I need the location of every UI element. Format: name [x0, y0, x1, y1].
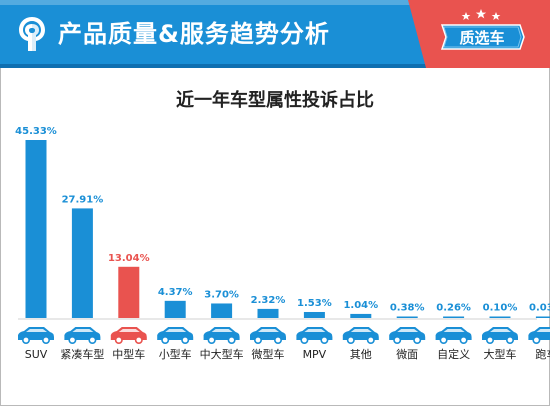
- bar-value-label: 4.37%: [158, 287, 193, 298]
- bar-value-label: 0.03%: [529, 303, 550, 314]
- bar-value-label: 1.53%: [297, 298, 332, 309]
- bar-value-label: 0.38%: [390, 303, 425, 314]
- header-title: 产品质量&服务趋势分析: [58, 20, 330, 48]
- sports-car-icon: [528, 327, 550, 344]
- x-tick-label: 小型车: [159, 347, 192, 361]
- bar: [350, 313, 372, 318]
- bar-value-label: 27.91%: [62, 194, 104, 205]
- header-bottom-line: [0, 64, 550, 68]
- bar: [303, 311, 325, 318]
- star-icon: [461, 9, 501, 20]
- mini-car-icon: [250, 327, 286, 344]
- suv-car-icon: [18, 327, 54, 344]
- large-car-icon: [482, 327, 518, 344]
- x-tick-label: 跑车: [535, 347, 550, 361]
- bar: [25, 140, 47, 318]
- bar: [443, 316, 465, 318]
- chart-title: 近一年车型属性投诉占比: [176, 90, 374, 111]
- minivan-icon: [389, 327, 426, 344]
- midsize-car-icon: [110, 327, 147, 344]
- x-tick-label: 自定义: [437, 347, 470, 361]
- other-car-icon: [342, 327, 379, 344]
- brand-badge: 质选车: [408, 0, 550, 68]
- bar: [118, 266, 140, 318]
- badge-label: 质选车: [459, 29, 505, 47]
- mpv-car-icon: [296, 327, 333, 344]
- bar: [489, 316, 511, 318]
- bar: [71, 208, 93, 318]
- x-tick-label: MPV: [303, 348, 327, 361]
- x-tick-label: 中型车: [112, 347, 145, 361]
- x-tick-label: 大型车: [484, 347, 517, 361]
- bar: [164, 300, 186, 318]
- bar: [396, 316, 418, 318]
- x-tick-label: 紧凑车型: [60, 347, 104, 361]
- bar: [257, 308, 279, 318]
- bar-value-label: 2.32%: [251, 295, 286, 306]
- bar-value-label: 0.10%: [483, 303, 518, 314]
- bar-value-label: 0.26%: [436, 303, 471, 314]
- x-tick-label: SUV: [25, 348, 48, 361]
- mid-large-car-icon: [203, 327, 240, 344]
- x-tick-label: 其他: [350, 348, 372, 361]
- brand-logo-icon: [19, 17, 45, 51]
- bar: [535, 316, 550, 318]
- bar: [211, 303, 233, 318]
- custom-car-icon: [435, 327, 472, 344]
- bar-value-label: 3.70%: [204, 289, 239, 300]
- small-car-icon: [157, 327, 194, 344]
- header-stripe: [0, 0, 550, 5]
- compact-car-icon: [64, 327, 101, 344]
- bar-value-label: 13.04%: [108, 253, 150, 264]
- x-tick-label: 微面: [396, 347, 418, 361]
- bar-value-label: 1.04%: [343, 300, 378, 311]
- bar-value-label: 45.33%: [15, 126, 57, 137]
- badge-shape: [408, 0, 550, 68]
- x-tick-label: 中大型车: [200, 347, 244, 361]
- x-tick-label: 微型车: [252, 347, 285, 361]
